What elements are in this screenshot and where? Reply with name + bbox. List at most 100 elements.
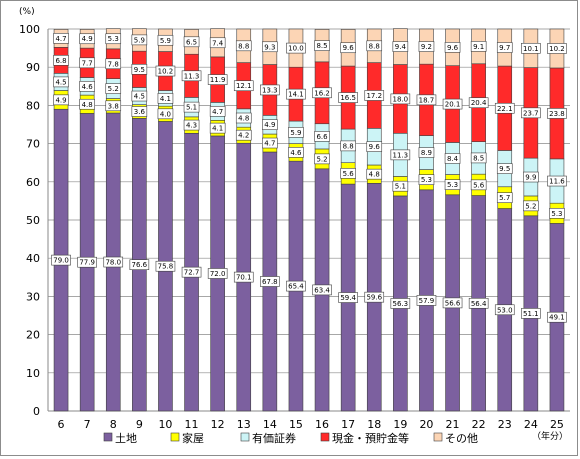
data-label: 10.1 xyxy=(523,45,539,53)
data-label: 9.6 xyxy=(369,143,381,151)
data-label-box xyxy=(416,94,437,106)
data-label: 8.5 xyxy=(316,42,327,50)
x-tick-label: 12 xyxy=(211,418,225,431)
data-label: 5.2 xyxy=(525,202,536,210)
data-label: 17.2 xyxy=(366,92,382,100)
data-label-box xyxy=(547,175,567,187)
data-label-box xyxy=(262,137,278,149)
data-label: 13.3 xyxy=(262,86,278,94)
data-label: 5.3 xyxy=(108,35,119,43)
data-label: 67.8 xyxy=(262,278,278,286)
data-label: 4.8 xyxy=(82,101,93,109)
data-label: 7.4 xyxy=(212,39,224,47)
legend-swatch xyxy=(433,432,443,442)
data-label-box xyxy=(105,100,122,112)
y-tick-label: 80 xyxy=(26,99,40,112)
data-label-box xyxy=(418,147,435,158)
data-label: 4.7 xyxy=(212,108,223,116)
data-label: 77.9 xyxy=(79,259,95,267)
data-label: 4.5 xyxy=(134,93,145,101)
data-label: 5.3 xyxy=(421,176,432,184)
legend-label: 有価証券 xyxy=(252,431,296,445)
data-label-box xyxy=(364,90,385,101)
data-label-box xyxy=(233,80,254,92)
data-label: 6.6 xyxy=(316,133,328,141)
data-label-box xyxy=(523,200,539,212)
data-label: 5.2 xyxy=(316,155,327,163)
data-label: 5.9 xyxy=(290,129,301,137)
x-tick-label: 15 xyxy=(289,418,303,431)
data-label-box xyxy=(444,179,461,190)
data-label: 9.7 xyxy=(499,44,510,52)
data-label-box xyxy=(547,43,567,54)
data-label-box xyxy=(390,298,411,309)
data-label: 6.8 xyxy=(55,57,66,65)
data-label-box xyxy=(260,276,280,287)
data-label: 22.1 xyxy=(497,105,513,113)
x-tick-label: 11 xyxy=(185,418,199,431)
x-tick-label: 16 xyxy=(315,418,329,431)
data-label: 4.5 xyxy=(55,78,66,86)
data-label: 10.2 xyxy=(158,68,174,76)
data-label: 9.6 xyxy=(343,44,355,52)
data-label-box xyxy=(129,259,150,270)
x-tick-label: 18 xyxy=(367,418,381,431)
data-label-box xyxy=(468,297,489,309)
legend-swatch xyxy=(170,432,180,442)
data-label-box xyxy=(209,122,226,134)
y-tick-label: 40 xyxy=(26,252,40,265)
data-label-box xyxy=(53,33,69,44)
data-label: 20.1 xyxy=(445,101,461,109)
data-label-box xyxy=(79,33,95,45)
data-label-box xyxy=(233,271,254,283)
x-tick-label: 6 xyxy=(58,418,65,431)
data-label-box xyxy=(312,87,332,99)
data-label: 9.6 xyxy=(447,44,459,52)
data-label: 11.3 xyxy=(393,151,409,159)
data-label: 9.9 xyxy=(525,174,536,182)
y-tick-label: 30 xyxy=(26,290,40,303)
data-label-box xyxy=(444,153,461,164)
data-label-box xyxy=(77,256,97,268)
data-label: 79.0 xyxy=(53,257,69,265)
data-label-box xyxy=(155,260,176,272)
data-label-box xyxy=(470,152,487,164)
data-label-box xyxy=(209,37,226,49)
data-label: 75.8 xyxy=(158,263,174,271)
data-label-box xyxy=(494,304,515,316)
data-label: 8.8 xyxy=(369,42,380,50)
x-tick-label: 17 xyxy=(341,418,355,431)
data-label-box xyxy=(286,42,306,54)
data-label: 9.3 xyxy=(264,43,275,51)
data-label: 11.6 xyxy=(549,178,565,186)
data-label: 18.7 xyxy=(419,96,435,104)
data-label-box xyxy=(286,88,306,100)
data-label: 20.4 xyxy=(471,99,487,107)
data-label-box xyxy=(338,92,358,103)
data-label: 4.0 xyxy=(160,110,171,118)
data-label-box xyxy=(51,254,71,266)
data-label-box xyxy=(131,106,148,117)
data-label-box xyxy=(131,34,148,46)
data-label-box xyxy=(105,58,122,70)
data-label: 4.2 xyxy=(238,132,249,140)
data-label-box xyxy=(181,266,202,278)
data-label-box xyxy=(366,40,383,52)
legend-label: 家屋 xyxy=(182,431,204,445)
data-label: 78.0 xyxy=(105,259,121,267)
legend-label: 土地 xyxy=(115,432,137,445)
data-label-box xyxy=(79,98,95,110)
data-label-box xyxy=(496,163,513,174)
data-label: 5.6 xyxy=(343,170,355,178)
data-label: 4.6 xyxy=(82,83,94,91)
data-label-box xyxy=(288,147,304,158)
data-label: 56.4 xyxy=(471,300,487,308)
data-label-box xyxy=(418,41,435,52)
data-label: 65.4 xyxy=(288,283,304,291)
data-label-box xyxy=(157,93,174,104)
data-label-box xyxy=(207,268,228,279)
data-label-box xyxy=(392,180,409,192)
data-label: 11.3 xyxy=(184,72,200,80)
data-label: 23.8 xyxy=(549,110,565,118)
